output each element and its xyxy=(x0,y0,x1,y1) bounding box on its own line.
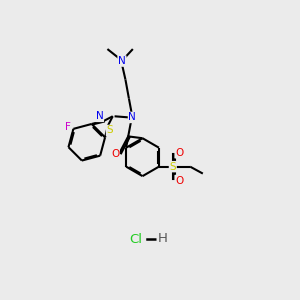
Text: O: O xyxy=(175,176,183,185)
Text: N: N xyxy=(96,111,103,122)
Text: O: O xyxy=(175,148,183,158)
Text: F: F xyxy=(65,122,70,132)
Text: N: N xyxy=(128,112,136,122)
Text: S: S xyxy=(169,162,176,172)
Text: Cl: Cl xyxy=(129,233,142,246)
Text: H: H xyxy=(158,232,167,245)
Text: O: O xyxy=(111,149,119,159)
Text: N: N xyxy=(118,56,126,66)
Text: S: S xyxy=(106,125,113,136)
